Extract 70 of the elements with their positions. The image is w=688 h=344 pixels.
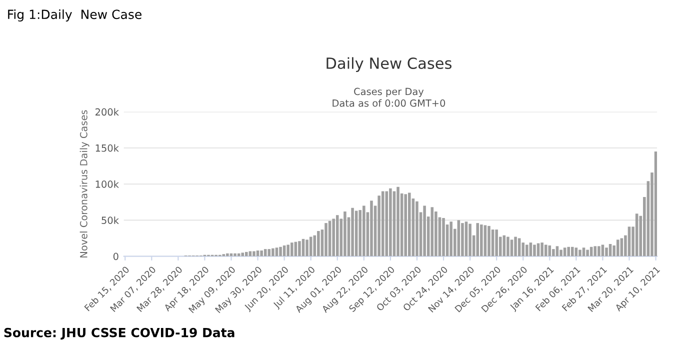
bar bbox=[430, 207, 434, 256]
bar bbox=[324, 223, 328, 256]
bar bbox=[605, 248, 608, 256]
bar bbox=[290, 242, 294, 256]
bar bbox=[313, 235, 316, 256]
bar bbox=[404, 194, 407, 256]
bar bbox=[442, 218, 445, 256]
y-tick-label: 150k bbox=[96, 144, 119, 152]
y-tick-label: 0 bbox=[113, 252, 118, 260]
bar bbox=[586, 250, 589, 256]
bar bbox=[260, 250, 263, 256]
bar bbox=[635, 214, 638, 256]
y-tick-label: 50k bbox=[102, 216, 119, 224]
source-note: Source: JHU CSSE COVID-19 Data bbox=[4, 328, 234, 340]
bar bbox=[495, 230, 498, 256]
bar bbox=[396, 186, 400, 256]
bar bbox=[317, 230, 320, 256]
y-tick-label: 200k bbox=[96, 108, 119, 116]
bar bbox=[654, 152, 658, 256]
bar bbox=[598, 246, 600, 256]
caption: Fig 1:Daily New Case bbox=[8, 9, 142, 22]
bar bbox=[594, 246, 597, 256]
bar bbox=[480, 224, 483, 256]
bar bbox=[476, 223, 480, 256]
bar bbox=[279, 246, 282, 256]
bar bbox=[450, 222, 452, 256]
y-axis-title: Novel Coronavirus Daily Cases bbox=[80, 110, 90, 258]
bar bbox=[468, 224, 472, 256]
bar bbox=[351, 208, 354, 256]
bar bbox=[434, 211, 438, 256]
bar bbox=[620, 238, 624, 256]
bar bbox=[298, 241, 301, 256]
bar bbox=[306, 240, 308, 256]
bar bbox=[362, 206, 366, 256]
bar bbox=[533, 244, 536, 256]
bar bbox=[578, 250, 582, 256]
chart-subtitle: Cases per Day Data as of 0:00 GMT+0 bbox=[332, 88, 446, 107]
bar bbox=[616, 240, 620, 256]
bar bbox=[416, 201, 418, 256]
bar bbox=[344, 211, 346, 256]
bar bbox=[560, 250, 562, 256]
bar bbox=[552, 249, 555, 256]
chart-title: Daily New Cases bbox=[326, 57, 452, 72]
bar bbox=[378, 196, 380, 256]
bar bbox=[389, 188, 392, 256]
y-tick-label: 100k bbox=[96, 180, 119, 188]
bar bbox=[234, 253, 236, 256]
bar bbox=[245, 252, 248, 256]
bar bbox=[286, 244, 290, 256]
bar bbox=[518, 238, 521, 256]
bar bbox=[226, 253, 229, 256]
bar bbox=[408, 192, 411, 256]
bar bbox=[241, 252, 244, 256]
bar bbox=[567, 246, 570, 256]
bar bbox=[514, 236, 517, 256]
bar bbox=[540, 242, 544, 256]
bar bbox=[252, 251, 256, 256]
bar bbox=[506, 236, 510, 256]
bar bbox=[272, 248, 274, 256]
bar bbox=[370, 200, 373, 256]
bar bbox=[484, 225, 487, 256]
bar bbox=[488, 226, 490, 256]
bar bbox=[332, 218, 335, 256]
bar bbox=[628, 226, 631, 256]
bar bbox=[570, 246, 574, 256]
bar bbox=[457, 220, 460, 256]
bar bbox=[526, 244, 528, 256]
bar bbox=[461, 223, 464, 256]
bar bbox=[423, 206, 426, 256]
bar bbox=[336, 215, 339, 256]
